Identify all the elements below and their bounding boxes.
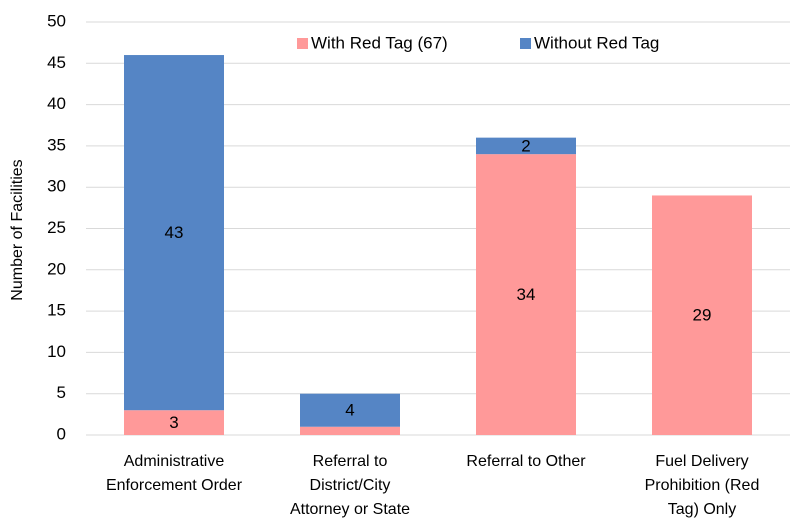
data-label: 29: [693, 306, 712, 325]
bar-segment: [476, 137, 576, 155]
y-tick-label: 50: [47, 11, 66, 30]
legend-label: With Red Tag (67): [311, 33, 448, 52]
bar-segment: [300, 426, 400, 435]
y-tick-label: 30: [47, 177, 66, 196]
x-tick-label: Fuel Delivery: [655, 453, 748, 470]
data-label: 2: [521, 136, 530, 155]
data-label: 3: [169, 413, 178, 432]
x-tick-label: Referral to Other: [466, 453, 586, 470]
data-label: 43: [165, 223, 184, 242]
x-tick-label: Referral to: [313, 453, 388, 470]
legend-swatch: [520, 38, 531, 49]
legend-swatch: [297, 38, 308, 49]
y-tick-label: 0: [57, 424, 66, 443]
x-tick-label: Enforcement Order: [106, 477, 243, 494]
y-tick-label: 20: [47, 259, 66, 278]
y-tick-label: 5: [57, 383, 66, 402]
bar-segment: [652, 195, 752, 435]
y-tick-label: 40: [47, 94, 66, 113]
y-tick-label: 45: [47, 53, 66, 72]
bar-segment: [124, 55, 224, 411]
y-tick-label: 25: [47, 218, 66, 237]
x-tick-label: District/City: [310, 477, 391, 494]
bar-segment: [124, 410, 224, 435]
data-label: 4: [345, 401, 354, 420]
x-tick-label: Tag) Only: [668, 501, 736, 518]
y-axis-label: Number of Facilities: [9, 159, 26, 300]
bar-segment: [300, 393, 400, 427]
x-tick-label: Attorney or State: [290, 501, 410, 518]
y-tick-label: 15: [47, 301, 66, 320]
x-tick-label: Prohibition (Red: [645, 477, 760, 494]
data-label: 34: [517, 285, 536, 304]
bar-segment: [476, 154, 576, 435]
legend-label: Without Red Tag: [534, 33, 659, 52]
x-tick-label: Administrative: [124, 453, 225, 470]
y-tick-label: 35: [47, 135, 66, 154]
y-tick-label: 10: [47, 342, 66, 361]
